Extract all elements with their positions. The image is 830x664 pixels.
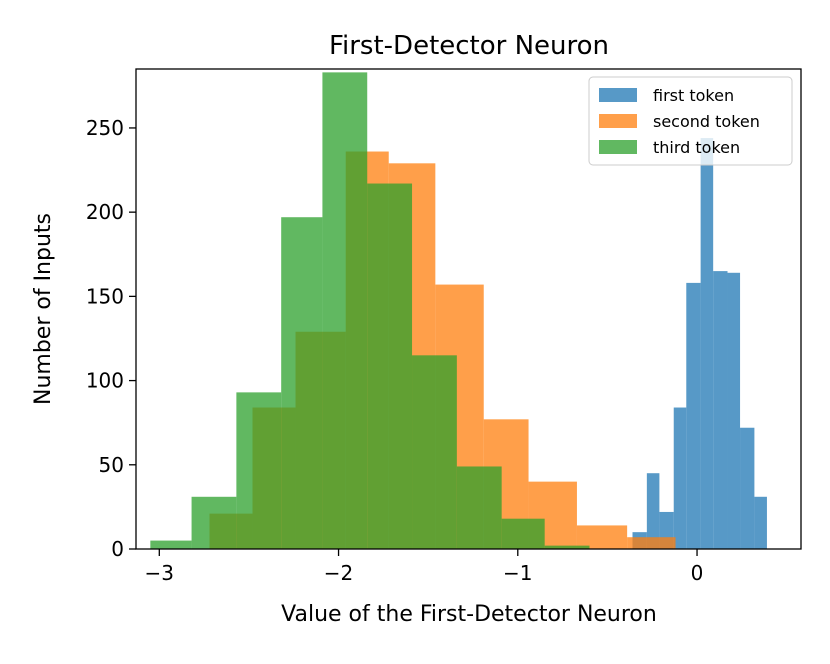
legend-box bbox=[588, 76, 793, 166]
plot-frame bbox=[135, 68, 802, 550]
y-tick-label: 100 bbox=[86, 369, 124, 393]
histogram-bar-series-0-bin-8 bbox=[740, 427, 755, 549]
axes-group bbox=[135, 68, 802, 550]
histogram-bar-series-2-bin-0 bbox=[150, 540, 192, 549]
y-tick-label: 150 bbox=[86, 284, 124, 308]
histogram-bar-series-2-bin-8 bbox=[501, 518, 545, 549]
x-tick-label: −2 bbox=[324, 561, 353, 585]
histogram-bar-series-2-bin-3 bbox=[281, 217, 323, 550]
y-tick-label: 250 bbox=[86, 116, 124, 140]
y-tick-label: 0 bbox=[111, 537, 124, 561]
histogram-bar-series-1-bin-9 bbox=[627, 537, 676, 549]
legend-swatch bbox=[599, 140, 637, 154]
legend-label: first token bbox=[653, 86, 734, 105]
histogram-bar-series-2-bin-1 bbox=[191, 496, 237, 549]
legend-swatch bbox=[599, 88, 637, 102]
histogram-bar-series-2-bin-9 bbox=[544, 545, 590, 549]
histogram-bar-series-0-bin-6 bbox=[713, 271, 728, 549]
legend: first token second token third token bbox=[588, 76, 793, 166]
y-axis-label: Number of Inputs bbox=[31, 213, 56, 405]
histogram-bar-series-0-bin-5 bbox=[700, 138, 714, 550]
y-tick-label: 200 bbox=[86, 200, 124, 224]
x-tick-label: 0 bbox=[691, 561, 704, 585]
histogram-bar-series-2-bin-2 bbox=[236, 392, 282, 549]
x-axis-label: Value of the First-Detector Neuron bbox=[281, 602, 657, 627]
legend-label: third token bbox=[653, 138, 740, 157]
histogram-bar-series-2-bin-6 bbox=[412, 355, 457, 549]
legend-label: second token bbox=[653, 112, 760, 131]
x-tick-label: −1 bbox=[503, 561, 532, 585]
histogram-bar-series-0-bin-4 bbox=[686, 282, 701, 549]
y-tick-label: 50 bbox=[99, 453, 124, 477]
bars-group bbox=[150, 72, 767, 550]
histogram-bar-series-0-bin-7 bbox=[727, 272, 741, 549]
histogram-bar-series-2-bin-4 bbox=[322, 72, 368, 550]
histogram-bar-series-0-bin-9 bbox=[754, 496, 767, 549]
chart-title: First-Detector Neuron bbox=[329, 31, 609, 61]
histogram-bar-series-0-bin-3 bbox=[673, 407, 687, 549]
histogram-bar-series-2-bin-7 bbox=[456, 466, 502, 549]
histogram-bar-series-1-bin-8 bbox=[576, 525, 628, 549]
ticks-group: −3 −2 −1 0 0 50 100 150 200 250 bbox=[86, 116, 704, 585]
legend-swatch bbox=[599, 114, 637, 128]
histogram-bar-series-0-bin-1 bbox=[646, 473, 660, 549]
x-tick-label: −3 bbox=[145, 561, 174, 585]
histogram-bar-series-2-bin-5 bbox=[367, 183, 413, 550]
